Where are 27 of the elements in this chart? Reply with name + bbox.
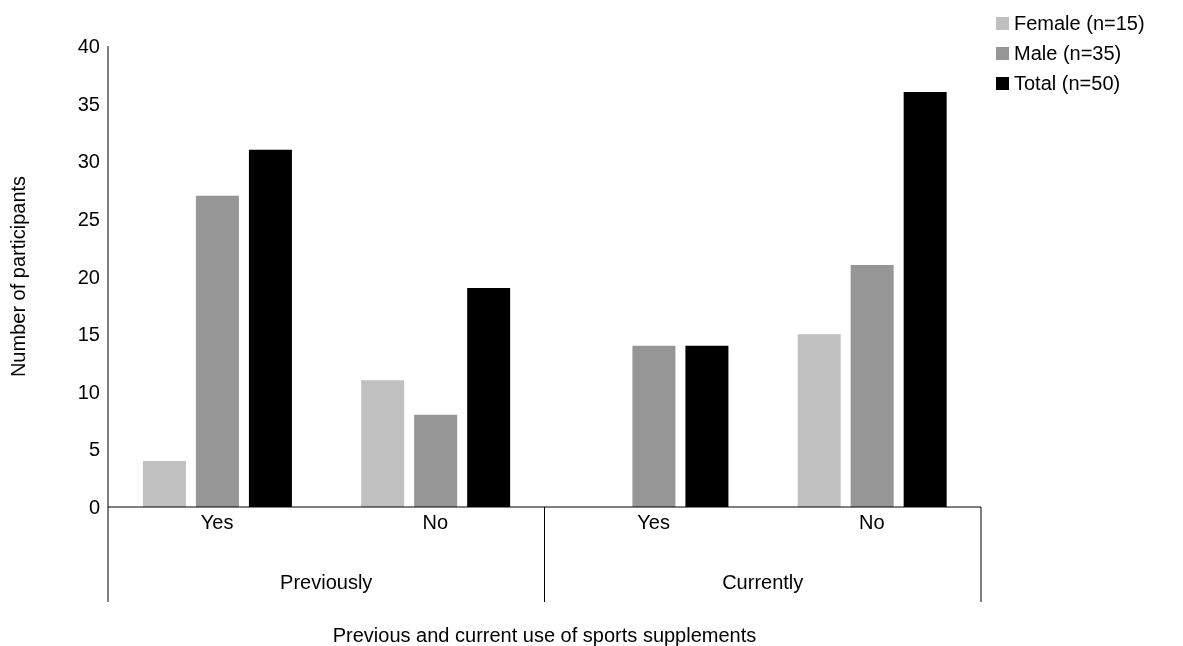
bar bbox=[797, 334, 841, 507]
y-tick-label: 15 bbox=[77, 323, 100, 346]
bar bbox=[414, 414, 458, 507]
text: Currently bbox=[722, 571, 804, 593]
bar bbox=[361, 380, 405, 507]
x-tick-label: No bbox=[422, 511, 449, 534]
text: Previously bbox=[280, 571, 373, 593]
legend-label: Male (n=35) bbox=[1014, 42, 1122, 64]
y-tick-label: 0 bbox=[88, 496, 100, 519]
y-tick-label: 20 bbox=[77, 265, 100, 288]
y-tick-label: 25 bbox=[77, 207, 100, 230]
y-axis-title: Number of participants bbox=[7, 175, 30, 378]
y-tick-label: 30 bbox=[77, 150, 100, 173]
bar bbox=[195, 195, 239, 507]
legend-label: Female (n=15) bbox=[1014, 12, 1145, 34]
y-tick-label: 10 bbox=[77, 380, 100, 403]
x-axis-title: Previous and current use of sports supplements bbox=[332, 624, 757, 646]
y-tick-label: 40 bbox=[77, 35, 100, 58]
x-tick-label: Yes bbox=[200, 511, 234, 534]
y-tick-label: 35 bbox=[77, 92, 100, 115]
legend-label: Total (n=50) bbox=[1014, 72, 1121, 94]
bar bbox=[850, 264, 894, 507]
bar bbox=[142, 460, 186, 507]
bar bbox=[632, 345, 676, 507]
y-tick-label: 5 bbox=[88, 438, 100, 461]
x-tick-label: Yes bbox=[637, 511, 670, 534]
x-tick-label: No bbox=[859, 511, 885, 534]
